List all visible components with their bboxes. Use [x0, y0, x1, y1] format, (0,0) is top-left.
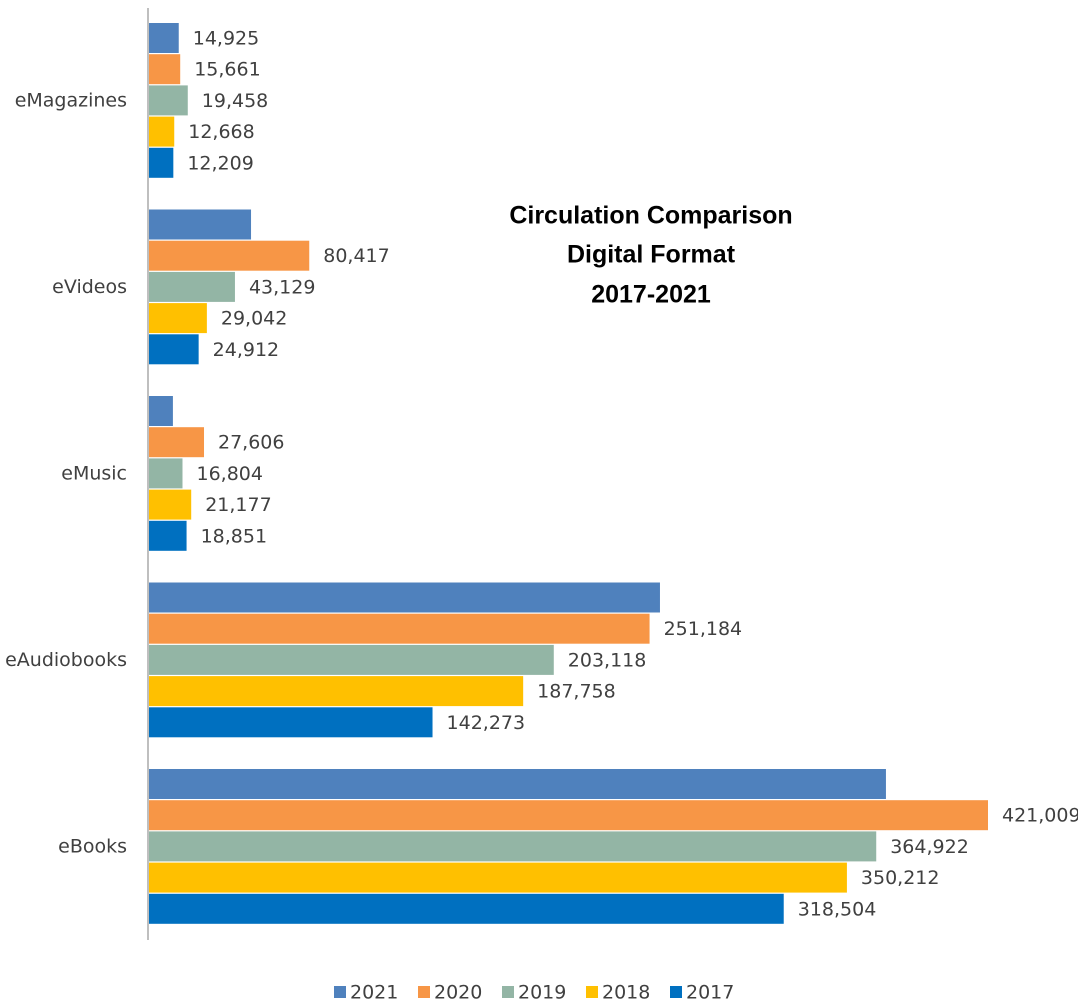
- data-label: 12,668: [188, 121, 254, 143]
- data-label: 29,042: [221, 308, 287, 330]
- data-label: 350,212: [861, 867, 940, 889]
- chart-title: Circulation Comparison: [509, 202, 792, 230]
- data-label: 43,129: [249, 276, 315, 298]
- bar: [149, 769, 886, 799]
- chart-title: Digital Format: [567, 241, 736, 269]
- data-label: 14,925: [193, 28, 259, 50]
- data-label: 142,273: [447, 712, 526, 734]
- data-label: 16,804: [196, 463, 262, 485]
- bar: [149, 396, 173, 426]
- data-label: 251,184: [664, 618, 743, 640]
- data-label: 421,009: [1002, 805, 1078, 827]
- bar: [149, 23, 179, 53]
- data-label: 21,177: [205, 494, 271, 516]
- legend-swatch: [502, 986, 514, 998]
- bar: [149, 116, 175, 147]
- data-label: 203,118: [568, 649, 647, 671]
- bar: [149, 458, 183, 489]
- bar: [149, 862, 847, 893]
- y-tick-label: eBooks: [58, 836, 127, 858]
- data-label: 15,661: [194, 59, 260, 81]
- bar: [149, 427, 205, 458]
- bar: [149, 334, 199, 365]
- bar: [149, 831, 877, 862]
- y-tick-label: eMusic: [61, 463, 127, 485]
- bar: [149, 54, 181, 85]
- legend-swatch: [586, 986, 598, 998]
- y-tick-label: eMagazines: [15, 90, 127, 112]
- bar: [149, 707, 433, 738]
- bar: [149, 893, 784, 924]
- data-label: 19,458: [202, 90, 268, 112]
- y-tick-label: eAudiobooks: [5, 649, 127, 671]
- bar: [149, 271, 235, 302]
- data-label: 27,606: [218, 432, 284, 454]
- legend-label: 2021: [350, 982, 398, 1003]
- bar: [149, 800, 988, 831]
- data-label: 80,417: [323, 245, 389, 267]
- bar: [149, 676, 524, 707]
- y-tick-label: eVideos: [52, 276, 127, 298]
- bar: [149, 85, 188, 116]
- bar: [149, 209, 252, 240]
- bar: [149, 582, 660, 613]
- data-label: 12,209: [187, 152, 253, 174]
- chart-title: 2017-2021: [591, 281, 711, 309]
- bar: [149, 303, 207, 334]
- legend-swatch: [334, 986, 346, 998]
- legend-label: 2017: [686, 982, 734, 1003]
- bar: [149, 644, 554, 675]
- data-label: 24,912: [213, 339, 279, 361]
- data-label: 18,851: [201, 525, 267, 547]
- bar: [149, 489, 192, 520]
- legend-label: 2018: [602, 982, 650, 1003]
- legend-label: 2019: [518, 982, 566, 1003]
- bar: [149, 613, 650, 644]
- bar: [149, 240, 310, 271]
- bar: [149, 147, 174, 178]
- data-label: 187,758: [537, 681, 616, 703]
- bar: [149, 520, 187, 551]
- legend-swatch: [418, 986, 430, 998]
- legend-swatch: [670, 986, 682, 998]
- legend-label: 2020: [434, 982, 482, 1003]
- data-label: 318,504: [798, 898, 877, 920]
- data-label: 364,922: [890, 836, 969, 858]
